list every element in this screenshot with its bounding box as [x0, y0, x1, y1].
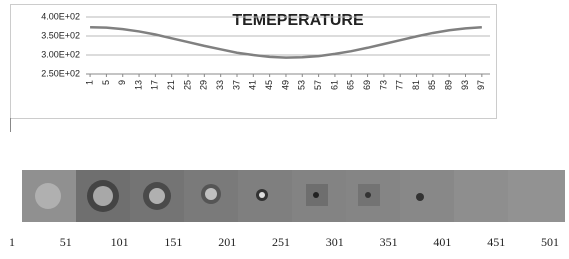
frame-label: 301	[326, 235, 344, 249]
x-tick-label: 45	[264, 80, 274, 90]
frame-label: 501	[541, 235, 559, 249]
frame-label: 351	[380, 235, 398, 249]
x-tick-label: 37	[231, 80, 241, 90]
x-tick-label: 81	[411, 80, 421, 90]
x-tick-label: 57	[313, 80, 323, 90]
x-tick-label: 13	[133, 80, 143, 90]
frame-label: 401	[433, 235, 451, 249]
x-tick-label: 25	[182, 80, 192, 90]
x-tick-label: 41	[248, 80, 258, 90]
frame-label: 101	[111, 235, 129, 249]
x-tick-label: 77	[395, 80, 405, 90]
x-tick-label: 53	[297, 80, 307, 90]
x-tick-label: 65	[346, 80, 356, 90]
x-tick-label: 85	[427, 80, 437, 90]
x-tick-label: 69	[362, 80, 372, 90]
x-tick-label: 89	[444, 80, 454, 90]
x-tick-label: 21	[166, 80, 176, 90]
x-tick-label: 49	[280, 80, 290, 90]
frame-label: 451	[487, 235, 505, 249]
image-strip	[22, 170, 565, 222]
x-tick-label: 17	[150, 80, 160, 90]
chart-title: TEMEPERATURE	[232, 12, 364, 29]
x-tick-label: 93	[460, 80, 470, 90]
y-tick-label: 4.00E+02	[41, 11, 80, 21]
x-tick-label: 9	[117, 80, 127, 85]
frame-label: 201	[218, 235, 236, 249]
x-tick-label: 97	[476, 80, 486, 90]
x-tick-label: 5	[101, 80, 111, 85]
x-tick-label: 1	[84, 80, 94, 85]
y-tick-label: 3.50E+02	[41, 30, 80, 40]
y-tick-label: 3.00E+02	[41, 49, 80, 59]
frame-label: 51	[60, 235, 72, 249]
frame-label: 1	[9, 235, 15, 249]
x-tick-label: 73	[378, 80, 388, 90]
screenshot: TEMEPERATURE 2.50E+02 3.00E+02 3.50E+02 4.0…	[0, 0, 569, 259]
frame-label: 251	[272, 235, 290, 249]
y-tick-label: 2.50E+02	[41, 68, 80, 78]
frame-label: 151	[164, 235, 182, 249]
x-tick-label: 29	[199, 80, 209, 90]
x-tick-label: 61	[329, 80, 339, 90]
x-tick-label: 33	[215, 80, 225, 90]
line-series	[90, 27, 482, 57]
